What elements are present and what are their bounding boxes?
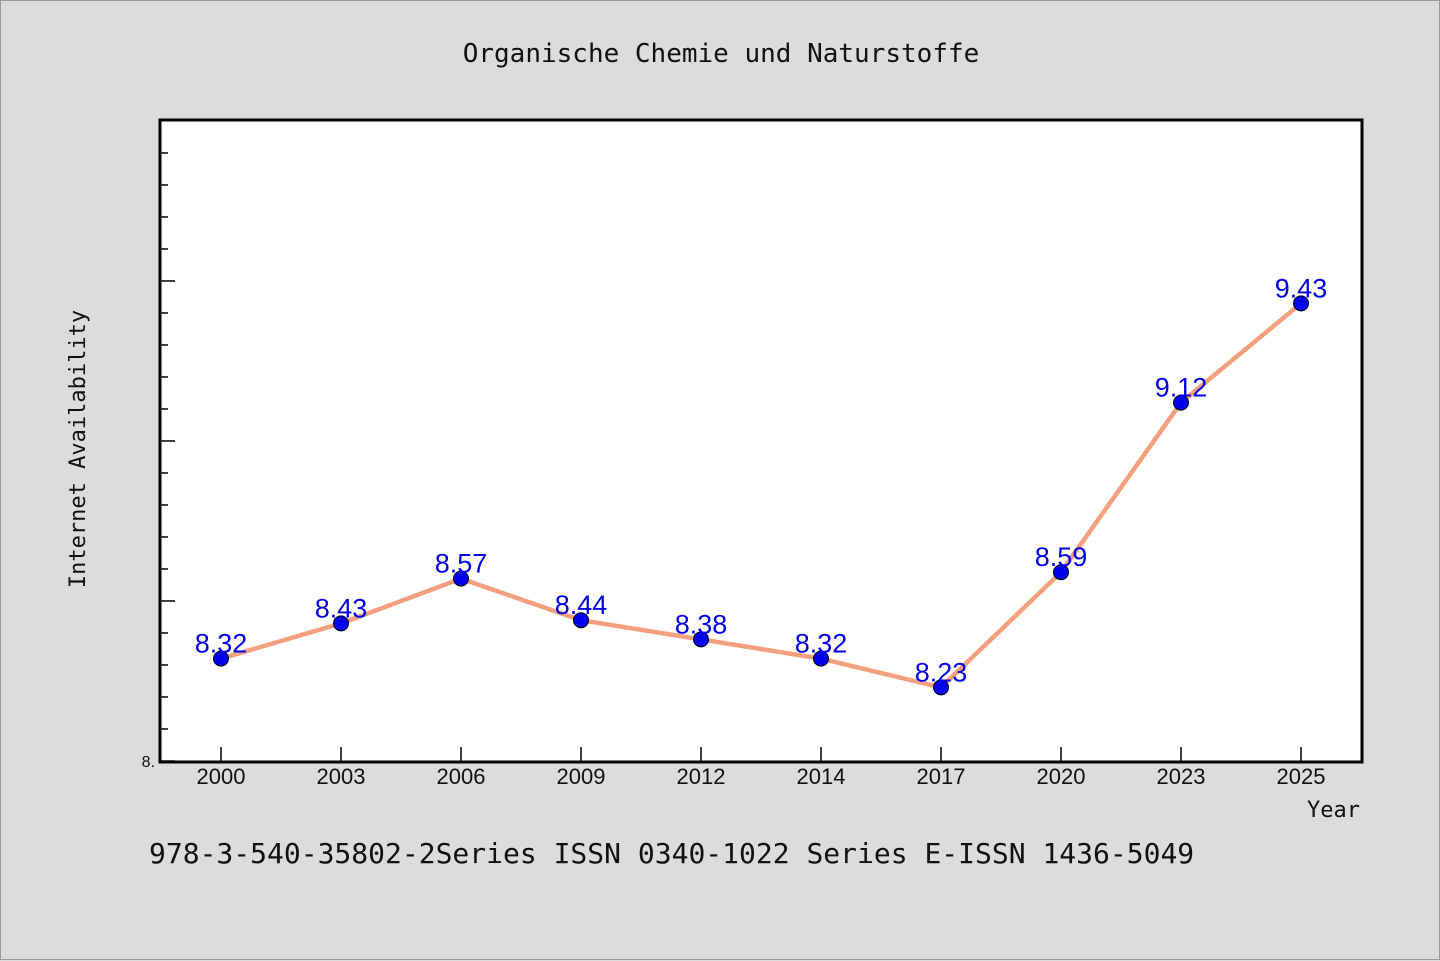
data-point-marker	[453, 570, 469, 587]
data-label: 9.43	[1275, 273, 1328, 303]
x-tick-label: 2014	[797, 764, 846, 789]
data-point-marker	[573, 612, 589, 629]
data-label: 8.32	[195, 629, 248, 659]
data-point-marker	[813, 650, 829, 667]
x-tick-label: 2000	[197, 764, 246, 789]
x-tick-label: 2009	[557, 764, 606, 789]
data-point-marker	[1293, 295, 1309, 312]
data-point-marker	[933, 679, 949, 696]
data-label: 8.44	[555, 590, 608, 620]
series-layer: 8.32 8.43 8.57 8.44 8.38 8.32 8.23 8.59 9.12 9.43	[195, 273, 1328, 696]
plot-area	[158, 118, 1364, 764]
data-point-marker	[1053, 564, 1069, 581]
y-tick-label: 8.	[142, 754, 155, 771]
x-axis-label: Year	[1307, 798, 1360, 823]
data-label: 8.57	[435, 549, 488, 579]
data-point-marker	[333, 615, 349, 632]
y-axis-label: Internet Availability	[66, 310, 91, 588]
series-line	[218, 301, 1304, 690]
data-label: 8.32	[795, 629, 848, 659]
x-axis-tick-labels: 2000 2003 2006 2009 2012 2014 2017 2020 2023 2025	[197, 764, 1326, 789]
footer-isbn-text: 978-3-540-35802-2Series ISSN 0340-1022 S…	[149, 837, 1194, 870]
x-tick-label: 2017	[917, 764, 966, 789]
data-label: 8.23	[915, 657, 968, 687]
chart-title: Organische Chemie und Naturstoffe	[463, 39, 980, 69]
data-point-marker	[1173, 394, 1189, 411]
y-axis-tick-labels: 8.	[142, 754, 155, 771]
x-axis-ticks	[220, 747, 1302, 761]
x-tick-label: 2023	[1157, 764, 1206, 789]
data-point-marker	[693, 631, 709, 648]
x-tick-label: 2020	[1037, 764, 1086, 789]
x-tick-label: 2025	[1277, 764, 1326, 789]
x-tick-label: 2006	[437, 764, 486, 789]
data-label: 8.43	[315, 593, 368, 623]
x-tick-label: 2003	[317, 764, 366, 789]
data-label: 8.38	[675, 609, 728, 639]
data-label: 8.59	[1035, 542, 1088, 572]
y-axis-ticks	[161, 152, 175, 762]
data-point-marker	[213, 650, 229, 667]
x-tick-label: 2012	[677, 764, 726, 789]
data-label: 9.12	[1155, 373, 1208, 403]
